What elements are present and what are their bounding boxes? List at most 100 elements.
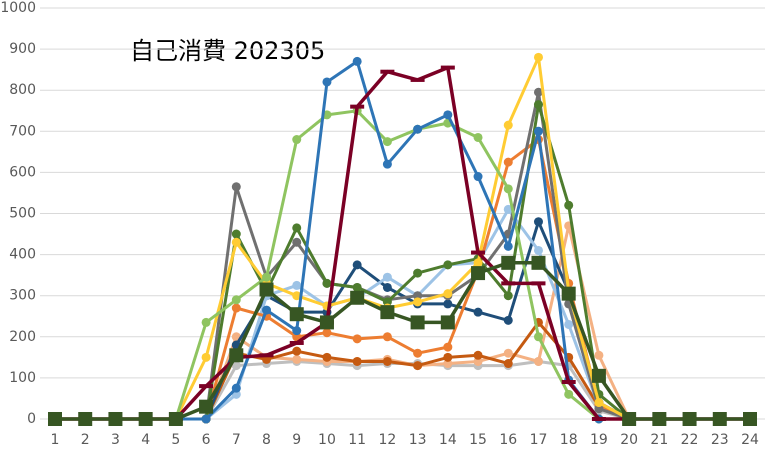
point: [352, 334, 362, 344]
point: [382, 356, 392, 366]
point: [201, 317, 211, 327]
series-line: [55, 109, 750, 421]
x-tick-label: 9: [292, 432, 301, 448]
point: [108, 412, 123, 426]
x-tick-label: 12: [378, 432, 396, 448]
point: [564, 389, 574, 399]
point: [443, 260, 453, 270]
point: [352, 56, 362, 66]
point: [259, 282, 274, 297]
point: [533, 356, 543, 366]
point: [382, 137, 392, 147]
point: [231, 361, 241, 371]
series-line: [55, 90, 750, 421]
point: [410, 77, 425, 82]
point: [473, 307, 483, 317]
point: [292, 237, 302, 247]
point: [352, 356, 362, 366]
y-tick-label: 200: [9, 329, 36, 345]
point: [292, 135, 302, 145]
x-tick-label: 14: [439, 432, 457, 448]
series-line: [55, 65, 750, 421]
y-tick-label: 800: [9, 82, 36, 98]
point: [292, 326, 302, 336]
point: [473, 350, 483, 360]
point: [682, 412, 697, 426]
point: [199, 384, 214, 389]
x-tick-label: 11: [348, 432, 366, 448]
point: [292, 291, 302, 301]
point: [503, 315, 513, 325]
x-tick-label: 24: [741, 432, 759, 448]
point: [292, 280, 302, 290]
point: [503, 291, 513, 301]
point: [503, 184, 513, 194]
point: [533, 126, 543, 136]
series-line: [55, 360, 750, 421]
y-tick-label: 500: [9, 206, 36, 222]
point: [380, 69, 395, 74]
point: [503, 348, 513, 358]
point: [413, 291, 423, 301]
point: [413, 297, 423, 307]
y-tick-label: 700: [9, 123, 36, 139]
point: [292, 354, 302, 364]
point: [201, 414, 211, 424]
point: [594, 350, 604, 360]
point: [168, 412, 183, 426]
point: [231, 237, 241, 247]
point: [138, 412, 153, 426]
point: [199, 399, 214, 414]
point: [262, 305, 272, 315]
series-line: [55, 103, 750, 421]
point: [48, 412, 62, 426]
x-tick-label: 19: [590, 432, 608, 448]
point: [533, 217, 543, 227]
x-tick-label: 2: [81, 432, 90, 448]
point: [443, 352, 453, 362]
point: [289, 340, 304, 345]
point: [350, 290, 365, 305]
point: [322, 77, 332, 87]
series-line: [55, 138, 750, 421]
point: [564, 319, 574, 329]
point: [561, 286, 576, 301]
point: [443, 299, 453, 309]
point: [413, 361, 423, 371]
point: [503, 241, 513, 251]
x-tick-label: 6: [202, 432, 211, 448]
point: [382, 332, 392, 342]
x-tick-label: 15: [469, 432, 487, 448]
x-tick-label: 17: [530, 432, 548, 448]
point: [201, 352, 211, 362]
point: [229, 348, 244, 363]
point: [533, 100, 543, 110]
point: [743, 412, 757, 426]
point: [501, 255, 516, 270]
point: [262, 272, 272, 282]
point: [591, 368, 606, 383]
y-tick-label: 900: [9, 41, 36, 57]
point: [533, 52, 543, 62]
x-tick-label: 22: [681, 432, 699, 448]
point: [413, 124, 423, 134]
point: [471, 266, 486, 281]
point: [652, 412, 667, 426]
point: [289, 307, 304, 322]
y-tick-label: 1000: [0, 0, 36, 16]
x-tick-label: 23: [711, 432, 729, 448]
y-tick-label: 300: [9, 288, 36, 304]
x-tick-label: 1: [51, 432, 60, 448]
y-tick-label: 100: [9, 370, 36, 386]
point: [352, 282, 362, 292]
point: [413, 348, 423, 358]
point: [292, 332, 302, 342]
point: [473, 132, 483, 142]
point: [531, 255, 546, 270]
x-tick-label: 10: [318, 432, 336, 448]
point: [473, 258, 483, 268]
point: [292, 223, 302, 233]
point: [410, 315, 425, 330]
point: [533, 332, 543, 342]
point: [322, 352, 332, 362]
